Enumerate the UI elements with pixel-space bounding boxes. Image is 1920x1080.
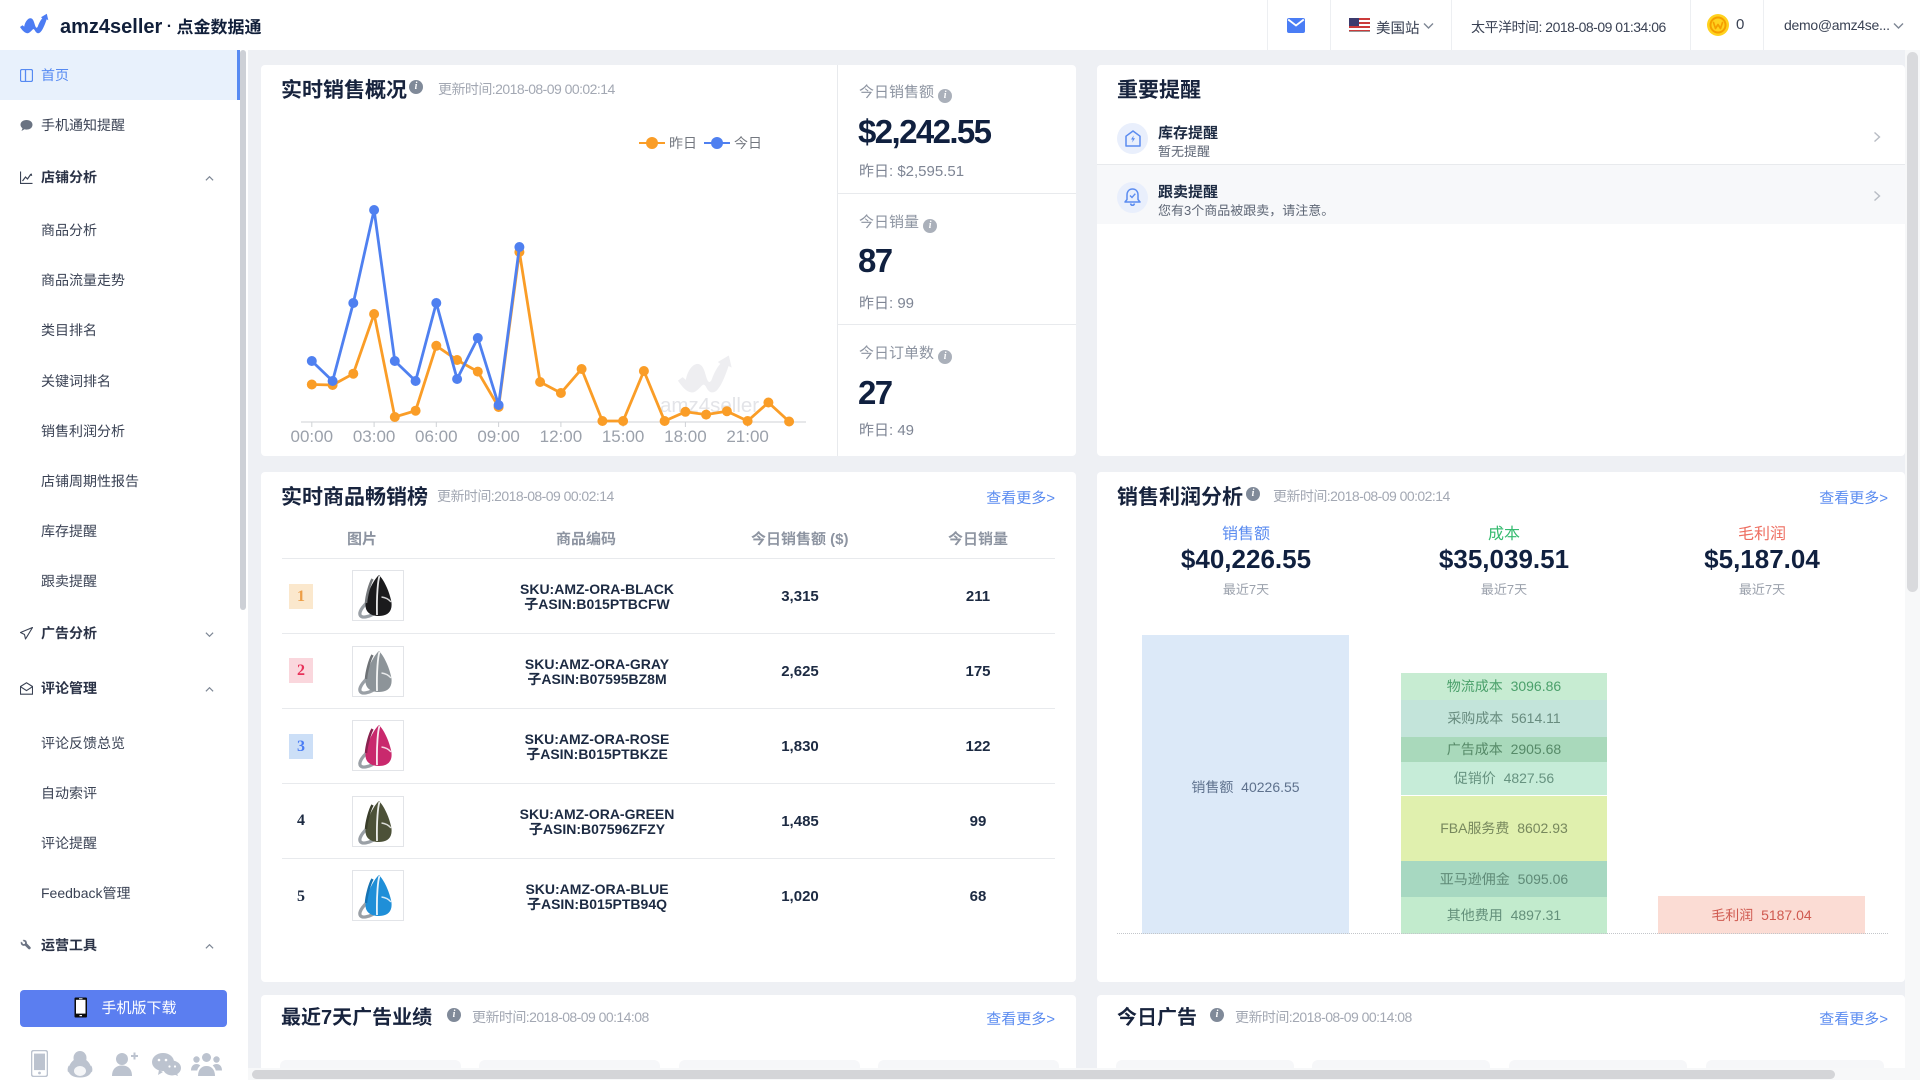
svg-text:21:00: 21:00: [726, 427, 769, 446]
svg-text:15:00: 15:00: [602, 427, 645, 446]
svg-text:18:00: 18:00: [664, 427, 707, 446]
svg-text:今日: 今日: [734, 135, 762, 151]
svg-text:00:00: 00:00: [291, 427, 334, 446]
svg-text:09:00: 09:00: [477, 427, 520, 446]
svg-text:12:00: 12:00: [540, 427, 583, 446]
svg-text:06:00: 06:00: [415, 427, 458, 446]
svg-text:昨日: 昨日: [669, 135, 697, 151]
svg-text:03:00: 03:00: [353, 427, 396, 446]
